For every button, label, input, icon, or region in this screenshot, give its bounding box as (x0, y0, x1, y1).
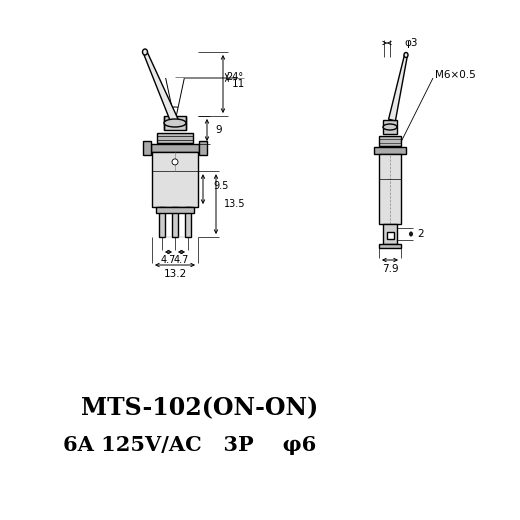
Text: 6A 125V/AC   3P    φ6: 6A 125V/AC 3P φ6 (63, 435, 317, 455)
Text: M6×0.5: M6×0.5 (435, 70, 476, 80)
Bar (383, 224, 397, 244)
Text: 2: 2 (417, 229, 424, 239)
Bar (156, 207, 194, 213)
Text: 4.7: 4.7 (174, 255, 189, 265)
Bar (383, 120, 397, 134)
Bar (379, 136, 401, 146)
Circle shape (172, 159, 178, 165)
Bar (159, 207, 165, 237)
Ellipse shape (164, 119, 186, 127)
Bar (379, 154, 401, 224)
Text: 9.5: 9.5 (213, 181, 228, 191)
Text: 11: 11 (232, 79, 245, 89)
Bar (185, 207, 191, 237)
Bar (386, 232, 394, 239)
Ellipse shape (142, 49, 148, 55)
Text: 4.7: 4.7 (161, 255, 176, 265)
Polygon shape (143, 51, 179, 124)
Bar (143, 141, 151, 155)
Text: 9: 9 (215, 125, 222, 135)
Text: 13.2: 13.2 (163, 269, 187, 279)
Bar (199, 141, 207, 155)
Text: 24°: 24° (226, 72, 243, 83)
Bar (379, 244, 401, 248)
Ellipse shape (404, 53, 408, 58)
Text: φ3: φ3 (404, 38, 418, 48)
Bar (152, 152, 198, 207)
Bar (374, 147, 406, 154)
Bar (151, 144, 199, 152)
Text: MTS-102(ON-ON): MTS-102(ON-ON) (81, 396, 319, 420)
Text: 7.9: 7.9 (382, 264, 398, 274)
Bar (172, 207, 178, 237)
Polygon shape (388, 55, 408, 121)
Bar (164, 116, 186, 130)
Text: 13.5: 13.5 (224, 199, 245, 209)
Bar (157, 133, 193, 143)
Ellipse shape (383, 124, 397, 130)
